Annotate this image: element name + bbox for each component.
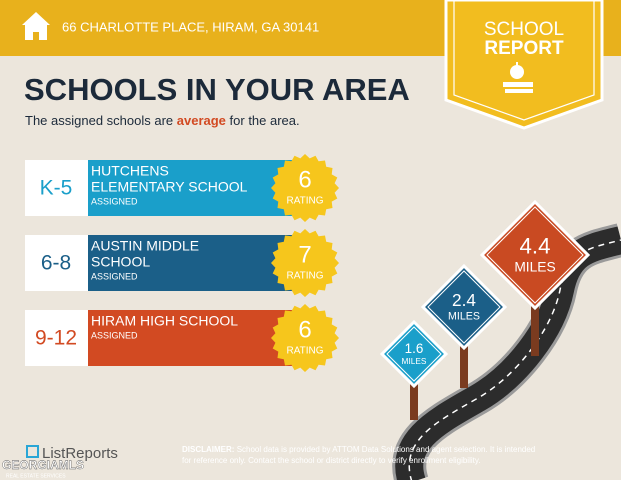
- distance: 4.4: [520, 233, 551, 258]
- distance-unit: MILES: [514, 259, 555, 274]
- name-bar: [88, 235, 293, 291]
- badge-line: REPORT: [484, 38, 564, 59]
- address: 66 CHARLOTTE PLACE, HIRAM, GA 30141: [62, 19, 319, 34]
- brand: ListReports: [26, 445, 118, 462]
- school-name: SCHOOL: [91, 254, 150, 270]
- brand-name: ListReports: [42, 445, 118, 462]
- watermark-name: GEORGIAMLS: [2, 458, 84, 472]
- subtitle-text: for the area.: [226, 113, 300, 128]
- sign: [379, 319, 449, 389]
- rating: 6: [298, 166, 311, 193]
- rating: 7: [298, 241, 311, 268]
- distance: 1.6: [405, 341, 424, 356]
- name-bar: [88, 160, 293, 216]
- title: SCHOOLS IN YOUR AREA: [24, 72, 410, 107]
- school-name: HUTCHENS: [91, 163, 169, 179]
- rating-label: RATING: [286, 271, 323, 282]
- grade: 6-8: [41, 252, 71, 275]
- subtitle-text: The assigned schools are: [25, 113, 177, 128]
- rating-label: RATING: [286, 196, 323, 207]
- school-name: ELEMENTARY SCHOOL: [91, 179, 248, 195]
- disclaimer-label: DISCLAIMER:: [182, 445, 234, 454]
- badge-line: SCHOOL: [484, 19, 564, 40]
- grade-box: [25, 160, 88, 216]
- grade: 9-12: [35, 327, 77, 350]
- school-name: HIRAM HIGH SCHOOL: [91, 313, 238, 329]
- school-status: ASSIGNED: [91, 271, 138, 281]
- rating-burst: [271, 304, 339, 372]
- school-status: ASSIGNED: [91, 196, 138, 206]
- school-name: AUSTIN MIDDLE: [91, 238, 199, 254]
- disclaimer-text: School data is provided by ATTOM Data So…: [237, 445, 536, 454]
- grade-box: [25, 235, 88, 291]
- sign-border: [486, 206, 584, 304]
- school-status: ASSIGNED: [91, 330, 138, 340]
- sign: [420, 263, 508, 351]
- disclaimer: DISCLAIMER: School data is provided by A…: [182, 445, 535, 454]
- distance-unit: MILES: [402, 356, 427, 366]
- grade-box: [25, 310, 88, 366]
- watermark: GEORGIAMLS REAL ESTATE SERVICES: [2, 458, 84, 479]
- subtitle: The assigned schools are average for the…: [25, 113, 300, 128]
- sign-border: [386, 326, 442, 382]
- badge: SCHOOL REPORT: [444, 0, 604, 130]
- distance-unit: MILES: [448, 311, 480, 323]
- rating-label: RATING: [286, 346, 323, 357]
- disclaimer-text: for reference only. Contact the school o…: [182, 456, 481, 465]
- rating-burst: [271, 229, 339, 297]
- rating-burst: [271, 154, 339, 222]
- grade: K-5: [40, 177, 73, 200]
- distance: 2.4: [452, 290, 476, 310]
- name-bar: [88, 310, 293, 366]
- rating: 6: [298, 316, 311, 343]
- home-icon: [22, 12, 50, 40]
- sign-border: [427, 270, 501, 344]
- subtitle-highlight: average: [177, 113, 226, 128]
- sign: [479, 199, 591, 311]
- watermark-tagline: REAL ESTATE SERVICES: [6, 473, 66, 479]
